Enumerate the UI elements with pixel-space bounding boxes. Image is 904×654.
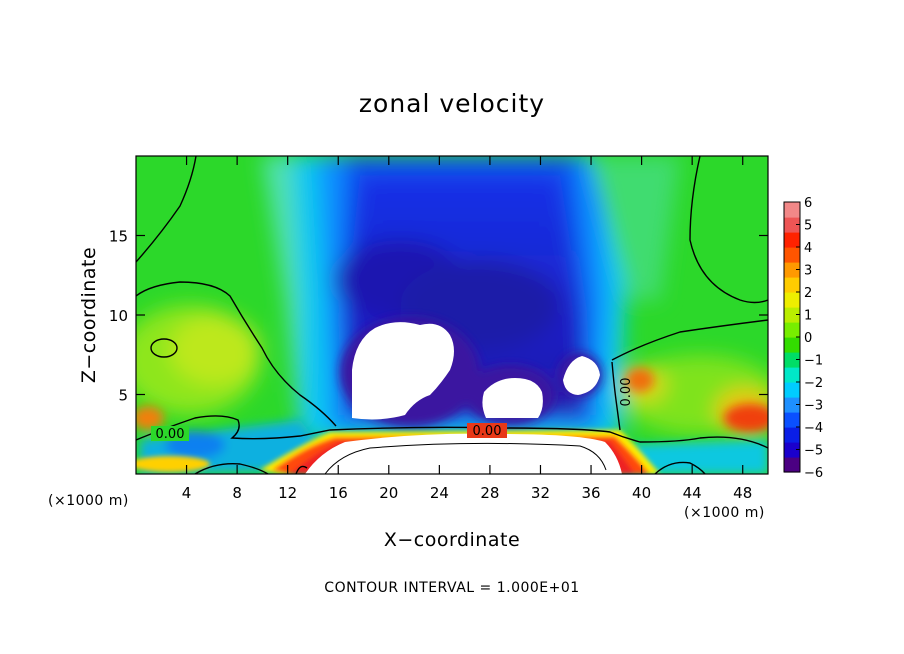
colorbar-swatch-2 bbox=[784, 427, 800, 443]
zero-contour-right-vertical bbox=[611, 361, 621, 431]
contour-interval-note: CONTOUR INTERVAL = 1.000E+01 bbox=[324, 580, 579, 596]
colorbar-swatch-7 bbox=[784, 352, 800, 368]
colorbar-frame bbox=[783, 201, 801, 473]
colorbar-swatch-10 bbox=[784, 307, 800, 323]
colorbar-swatch-16 bbox=[784, 217, 800, 233]
x-tick-label-0: 4 bbox=[182, 484, 192, 502]
colorbar-swatch-4 bbox=[784, 397, 800, 413]
x-tick-label-1: 8 bbox=[232, 484, 242, 502]
colorbar-swatch-9 bbox=[784, 322, 800, 338]
contour-label-center: 0.00 bbox=[473, 424, 502, 439]
x-axis-label: X−coordinate bbox=[384, 529, 520, 551]
colorbar-label-8: −2 bbox=[804, 376, 823, 391]
colorbar-label-12: −6 bbox=[804, 466, 823, 481]
colorbar-label-6: 0 bbox=[804, 331, 812, 346]
zero-contour-bump bbox=[295, 465, 308, 474]
x-tick-label-2: 12 bbox=[278, 484, 297, 502]
colorbar-swatch-14 bbox=[784, 247, 800, 263]
colorbar-swatch-13 bbox=[784, 262, 800, 278]
x-tick-label-6: 28 bbox=[480, 484, 499, 502]
x-unit-label-left: (×1000 m) bbox=[48, 493, 129, 509]
colorbar-swatch-6 bbox=[784, 367, 800, 383]
y-tick-label-2: 15 bbox=[109, 228, 128, 246]
zero-contours bbox=[136, 156, 768, 474]
x-tick-label-10: 44 bbox=[683, 484, 702, 502]
saturated-region-1 bbox=[352, 322, 454, 420]
x-tick-label-9: 40 bbox=[632, 484, 651, 502]
x-tick-label-11: 48 bbox=[733, 484, 752, 502]
x-tick-label-4: 20 bbox=[379, 484, 398, 502]
x-unit-label-right: (×1000 m) bbox=[684, 505, 765, 521]
zero-contour-bottom-right bbox=[654, 461, 706, 474]
zero-contour-right-upper bbox=[689, 156, 768, 304]
zero-contour-bottom-left bbox=[194, 463, 269, 474]
colorbar-swatch-0 bbox=[784, 457, 800, 473]
colorbar-swatch-1 bbox=[784, 442, 800, 458]
colorbar-label-3: 3 bbox=[804, 264, 812, 279]
saturated-region-3 bbox=[563, 356, 600, 395]
colorbar-label-1: 5 bbox=[804, 219, 812, 234]
saturated-region-2 bbox=[482, 378, 543, 418]
colorbar-label-2: 4 bbox=[804, 241, 812, 256]
colorbar-label-4: 2 bbox=[804, 286, 812, 301]
colorbar-label-10: −4 bbox=[804, 421, 823, 436]
zero-contour-left-low bbox=[136, 415, 768, 449]
surface-white-region bbox=[305, 433, 622, 474]
x-axis-ticks: 4 8 12 16 20 24 28 32 36 40 44 48 bbox=[182, 156, 752, 502]
y-tick-label-1: 10 bbox=[109, 307, 128, 325]
plot-field: 0.00 0.00 0.00 bbox=[136, 156, 768, 474]
colorbar-swatch-8 bbox=[784, 337, 800, 353]
chart-title: zonal velocity bbox=[359, 89, 545, 118]
contour-label-right: 0.00 bbox=[619, 378, 634, 407]
y-axis-ticks: 5 10 15 bbox=[109, 228, 768, 405]
y-axis-label: Z−coordinate bbox=[78, 247, 100, 383]
zero-contour-small-loop bbox=[150, 338, 178, 358]
colorbar-swatch-11 bbox=[784, 292, 800, 308]
zero-contour-right-mid bbox=[611, 319, 768, 361]
x-tick-label-5: 24 bbox=[430, 484, 449, 502]
x-tick-label-7: 32 bbox=[531, 484, 550, 502]
colorbar-swatch-15 bbox=[784, 232, 800, 248]
surface-inner-contour bbox=[324, 442, 607, 474]
colorbar-label-0: 6 bbox=[804, 196, 812, 211]
colorbar-swatch-5 bbox=[784, 382, 800, 398]
colorbar-swatch-3 bbox=[784, 412, 800, 428]
colorbar-label-7: −1 bbox=[804, 354, 823, 369]
contour-labels: 0.00 0.00 0.00 bbox=[151, 378, 634, 442]
colorbar-label-9: −3 bbox=[804, 399, 823, 414]
x-tick-label-8: 36 bbox=[581, 484, 600, 502]
colorbar-label-5: 1 bbox=[804, 309, 812, 324]
contour-label-left: 0.00 bbox=[156, 427, 185, 442]
colorbar-label-11: −5 bbox=[804, 444, 823, 459]
x-tick-label-3: 16 bbox=[329, 484, 348, 502]
zero-contour-left-dome bbox=[136, 281, 337, 427]
colorbar: 6 5 4 3 2 1 0 −1 −2 −3 −4 −5 −6 bbox=[784, 196, 823, 481]
y-tick-label-0: 5 bbox=[118, 387, 128, 405]
colorbar-swatch-12 bbox=[784, 277, 800, 293]
colorbar-swatch-17 bbox=[784, 202, 800, 218]
zero-contour-upper-left bbox=[136, 156, 197, 263]
